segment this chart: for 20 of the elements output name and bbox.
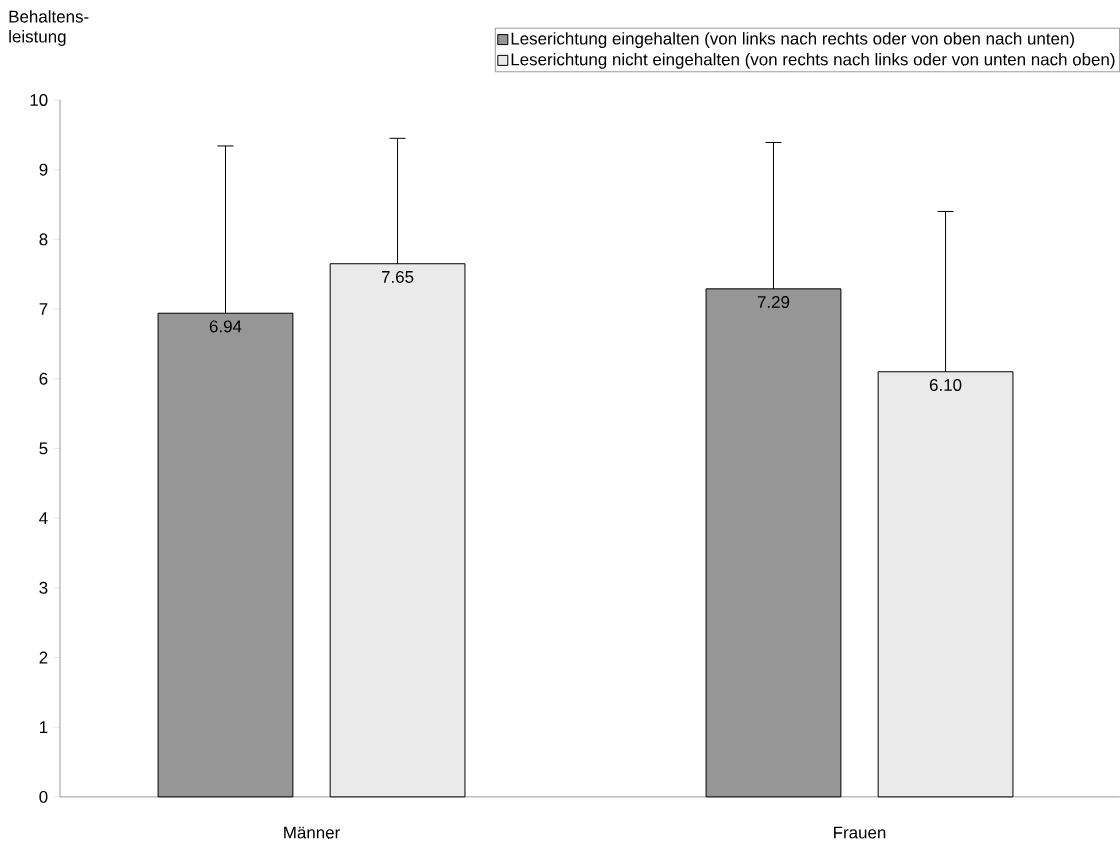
y-tick-label: 2 [39, 651, 48, 664]
x-tick-label: Frauen [834, 826, 886, 839]
data-label: 7.29 [757, 295, 790, 308]
y-tick-label: 4 [39, 512, 48, 524]
y-tick-label: 7 [39, 303, 48, 315]
y-tick-label: 1 [40, 721, 48, 733]
data-label: 7.65 [381, 270, 414, 283]
data-label: 6.94 [209, 320, 242, 333]
y-axis-title: Behaltens-leistung [9, 10, 89, 46]
y-tick-label: 0 [39, 790, 48, 803]
y-tick-label: 9 [39, 163, 48, 176]
y-tick-label: 6 [39, 372, 48, 385]
y-tick-label: 3 [39, 581, 48, 594]
legend-label: Leserichtung eingehalten (von links nach rechts oder von oben nach unten) [511, 32, 1074, 48]
legend-label: Leserichtung nicht eingehalten (von rechts nach links oder von unten nach oben) [511, 52, 1115, 69]
y-tick-label: 8 [39, 233, 48, 246]
x-tick-label: Männer [284, 826, 340, 839]
data-label: 6.10 [929, 378, 962, 391]
y-tick-label: 5 [39, 442, 48, 455]
y-tick-label: 10 [30, 93, 48, 106]
